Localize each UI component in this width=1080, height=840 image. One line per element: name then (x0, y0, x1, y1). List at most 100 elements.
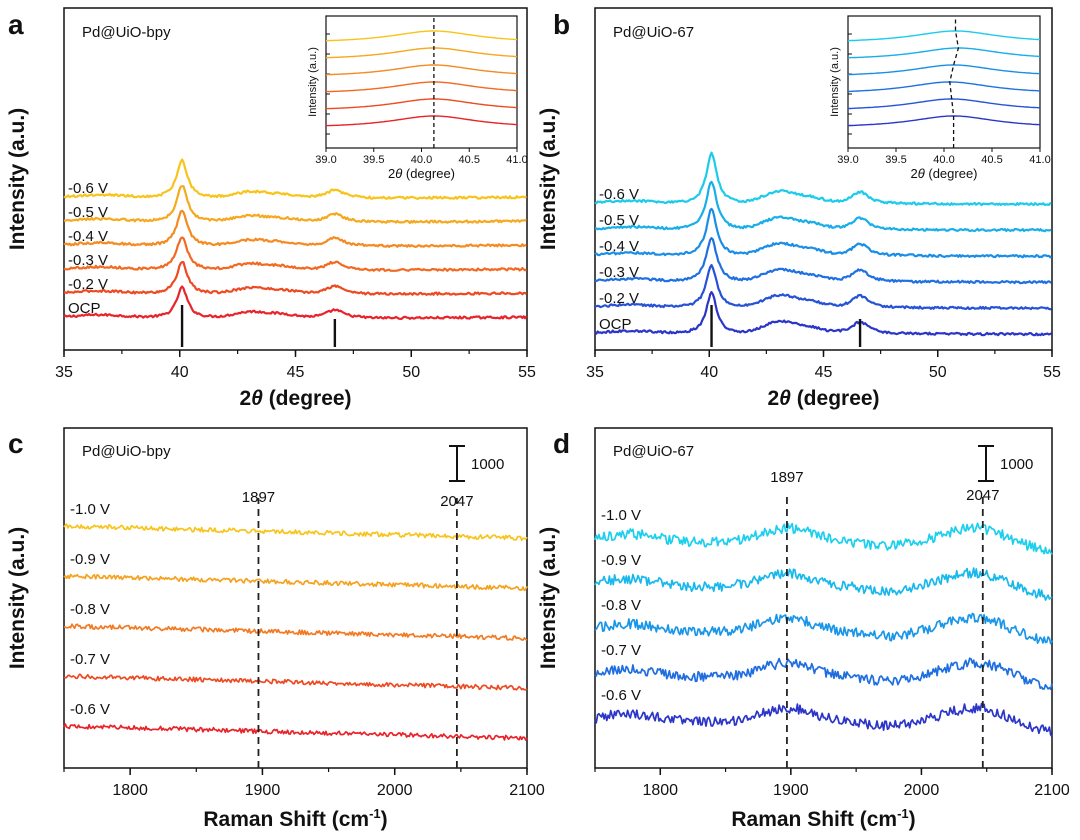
panel-a-xtick-label: 50 (402, 364, 420, 381)
panel-c-xlabel: Raman Shift (cm-1) (203, 806, 387, 831)
panel-a-xtick-label: 35 (55, 364, 73, 381)
panel-a-xtick-label: 45 (287, 364, 305, 381)
panel-c-ylabel: Intensity (a.u.) (6, 527, 29, 669)
panel-d-xtick-label: 1800 (642, 782, 678, 799)
series-line-b-5 (594, 151, 1052, 207)
inset-series-line-5 (325, 30, 518, 42)
panel-b-xtick-label: 35 (586, 364, 604, 381)
panel-a-xtick-label: 40 (171, 364, 189, 381)
inset-xtick-label: 40.0 (933, 154, 954, 166)
inset-xlabel-theta: θ (918, 166, 925, 181)
inset-xtick-label: 39.0 (315, 154, 336, 166)
series-line-b-1 (594, 264, 1052, 311)
inset-series-line-3 (325, 64, 518, 76)
inset-series-line-0 (325, 115, 518, 127)
inset-xtick-label: 40.5 (459, 154, 480, 166)
panel-b-xtick-label: 45 (815, 364, 833, 381)
xlabel-part: (degree) (263, 387, 352, 410)
series-line-d-1 (594, 657, 1053, 691)
inset-xlabel: 2θ (degree) (910, 166, 977, 181)
series-label: OCP (68, 300, 101, 317)
xlabel-sup: -1 (369, 806, 381, 821)
series-line-c-4 (63, 523, 528, 542)
inset-xtick-label: 39.5 (885, 154, 906, 166)
panel-c-frame (63, 427, 528, 769)
series-line-d-3 (594, 567, 1053, 601)
inset-xlabel-part: (degree) (925, 166, 978, 181)
xlabel-theta: θ (251, 387, 263, 410)
series-label: -0.6 V (70, 701, 110, 718)
series-line-c-3 (63, 573, 528, 592)
panel-b-xtick-label: 55 (1043, 364, 1061, 381)
series-line-a-2 (63, 236, 528, 272)
panel-d-xtick-label: 2000 (904, 782, 940, 799)
series-label: -0.4 V (68, 228, 108, 245)
series-label: -0.6 V (601, 687, 641, 704)
inset-series-line-4 (847, 47, 1041, 59)
series-label: -1.0 V (70, 501, 110, 518)
panel-b-xtick-label: 50 (929, 364, 947, 381)
inset-b: 39.0 39.5 40.0 40.5 41.0 2θ (degree) Intensity… (829, 15, 1051, 181)
panel-c-xtick-label: 2100 (509, 782, 545, 799)
inset-xlabel-part: 2 (388, 166, 395, 181)
panel-b-ylabel: Intensity (a.u.) (537, 108, 560, 250)
panel-b-xlabel: 2θ (degree) (767, 387, 879, 410)
xlabel-part: (degree) (791, 387, 880, 410)
series-label: -0.6 V (599, 186, 639, 203)
panel-d-xtick-label: 2100 (1034, 782, 1070, 799)
series-line-d-2 (594, 612, 1053, 645)
xlabel-part: ) (381, 808, 388, 831)
inset-series-line-2 (325, 81, 518, 93)
inset-xtick-label: 41.0 (506, 154, 527, 166)
inset-series-line-4 (325, 47, 518, 59)
inset-a: 39.0 39.5 40.0 40.5 41.0 2θ (degree) Intensity… (307, 15, 528, 181)
inset-xtick-label: 39.5 (363, 154, 384, 166)
panel-c-sample-label: Pd@UiO-bpy (82, 443, 171, 460)
inset-ylabel: Intensity (a.u.) (829, 47, 841, 117)
series-label: -1.0 V (601, 507, 641, 524)
series-line-c-2 (63, 623, 528, 641)
inset-series-line-1 (325, 98, 518, 110)
panel-d: 1800 1900 2000 2100 Intensity (a.u.) d Pd@UiO-… (537, 427, 1070, 831)
inset-series-line-3 (847, 64, 1041, 76)
panel-a-sample-label: Pd@UiO-bpy (82, 24, 171, 41)
series-label: OCP (599, 316, 632, 333)
scale-bar-label: 1000 (471, 456, 504, 473)
panel-c-xtick-label: 1900 (245, 782, 281, 799)
panel-d-sample-label: Pd@UiO-67 (613, 443, 694, 460)
series-label: -0.5 V (599, 212, 639, 229)
xlabel-sup: -1 (897, 806, 909, 821)
inset-series-line-5 (847, 30, 1041, 42)
series-label: -0.7 V (70, 651, 110, 668)
dashed-line-label: 2047 (966, 487, 999, 504)
inset-xlabel-theta: θ (395, 166, 402, 181)
inset-xtick-label: 40.5 (981, 154, 1002, 166)
series-line-a-3 (63, 209, 527, 248)
series-line-b-3 (594, 207, 1053, 259)
panel-a-letter: a (8, 9, 24, 40)
panel-d-ylabel: Intensity (a.u.) (537, 527, 560, 669)
series-label: -0.3 V (68, 252, 108, 269)
panel-a-ylabel: Intensity (a.u.) (6, 108, 29, 250)
inset-xtick-label: 39.0 (837, 154, 858, 166)
xlabel-part: 2 (239, 387, 251, 410)
series-label: -0.5 V (68, 204, 108, 221)
series-line-b-4 (595, 180, 1052, 233)
series-line-a-4 (63, 185, 527, 224)
inset-xtick-label: 41.0 (1029, 154, 1050, 166)
panel-c: 1800 1900 2000 2100 Intensity (a.u.) c Pd@UiO-… (6, 427, 545, 831)
dashed-line-label: 2047 (440, 493, 473, 510)
series-label: -0.2 V (68, 276, 108, 293)
inset-xlabel-part: (degree) (402, 166, 455, 181)
inset-series-line-0 (847, 115, 1041, 127)
series-label: -0.2 V (599, 290, 639, 307)
panel-d-xlabel: Raman Shift (cm-1) (731, 806, 915, 831)
inset-guide-line (949, 16, 960, 148)
panel-b-sample-label: Pd@UiO-67 (613, 24, 694, 41)
dashed-line-label: 1897 (242, 489, 275, 506)
inset-xlabel: 2θ (degree) (388, 166, 455, 181)
panel-b-letter: b (553, 9, 570, 40)
xlabel-part: 2 (767, 387, 779, 410)
